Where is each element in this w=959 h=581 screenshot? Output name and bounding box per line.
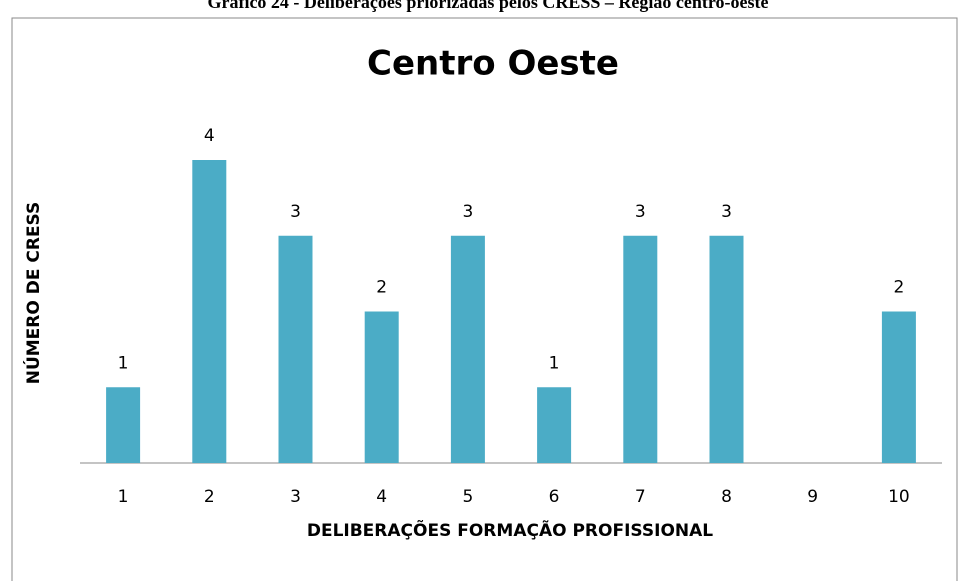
data-label: 3: [721, 202, 732, 222]
data-label: 3: [635, 202, 646, 222]
bar: [278, 235, 313, 463]
x-tick-label: 6: [549, 487, 560, 507]
y-axis-title: NÚMERO DE CRESS: [22, 202, 44, 385]
data-label: 1: [549, 353, 560, 373]
bar: [450, 235, 485, 463]
x-tick-label: 1: [118, 487, 129, 507]
bar: [106, 387, 141, 463]
bar: [623, 235, 658, 463]
data-label: 3: [462, 202, 473, 222]
bar: [192, 160, 227, 463]
x-tick-label: 3: [290, 487, 301, 507]
bar: [537, 387, 572, 463]
x-tick-label: 10: [888, 487, 910, 507]
chart-frame: [11, 17, 958, 581]
data-label: 1: [118, 353, 129, 373]
data-label: 3: [290, 202, 301, 222]
chart-title: Centro Oeste: [367, 44, 619, 84]
bar: [881, 311, 916, 463]
bar: [709, 235, 744, 463]
data-label: 2: [893, 278, 904, 298]
bar: [364, 311, 399, 463]
x-tick-label: 5: [462, 487, 473, 507]
x-tick-label: 8: [721, 487, 732, 507]
x-tick-label: 7: [635, 487, 646, 507]
data-label: 2: [376, 278, 387, 298]
caption: Gráfico 24 - Deliberações priorizadas pe…: [207, 0, 768, 12]
data-label: 4: [204, 126, 215, 146]
x-tick-label: 2: [204, 487, 215, 507]
x-tick-label: 4: [376, 487, 387, 507]
x-axis-title: DELIBERAÇÕES FORMAÇÃO PROFISSIONAL: [307, 518, 713, 541]
x-tick-label: 9: [807, 487, 818, 507]
